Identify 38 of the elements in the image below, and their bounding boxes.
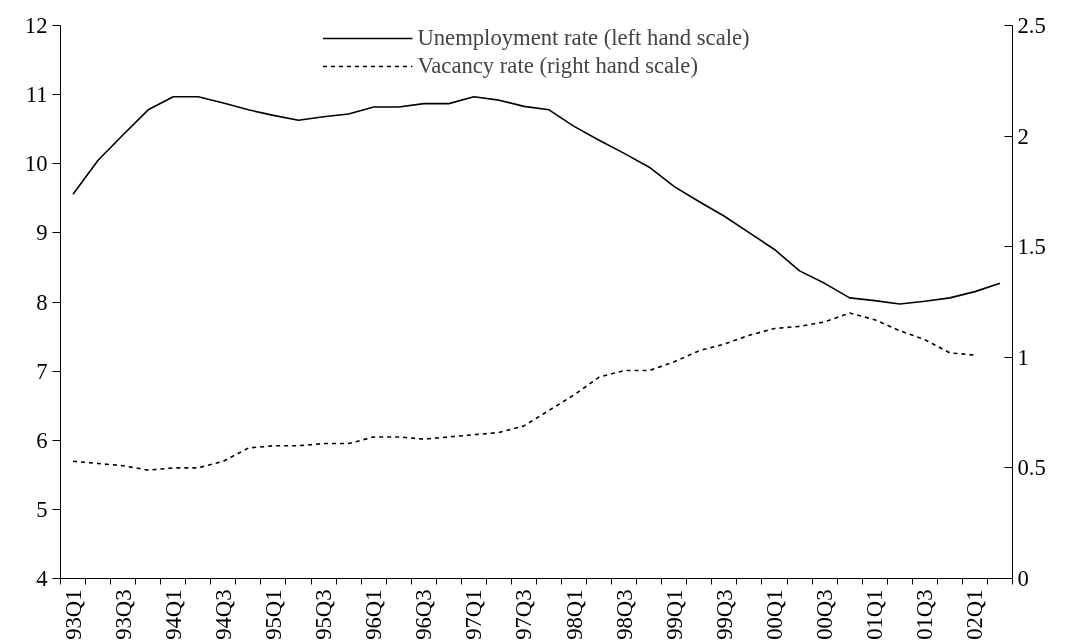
x-tick-label: 96Q1 (361, 589, 387, 640)
y-tick-label: 11 (25, 82, 48, 108)
y-tick-label: 10 (24, 151, 48, 177)
y2-tick-label: 2 (1017, 123, 1029, 149)
x-tick-label: 95Q3 (311, 589, 337, 640)
x-tick-label: 99Q3 (711, 589, 737, 640)
x-tick-label: 98Q3 (611, 589, 637, 640)
x-tick-label: 01Q3 (912, 589, 938, 640)
x-tick-label: 00Q1 (762, 589, 787, 640)
x-tick-label: 00Q3 (812, 589, 838, 640)
y-tick-label: 9 (36, 220, 48, 246)
y2-tick-label: 0.5 (1017, 455, 1046, 481)
x-tick-label: 97Q1 (461, 589, 487, 640)
legend-label: Unemployment rate (left hand scale) (417, 25, 750, 51)
x-tick-label: 95Q1 (260, 589, 286, 640)
x-tick-label: 01Q1 (862, 589, 888, 640)
x-tick-label: 02Q1 (962, 589, 988, 640)
y-tick-label: 6 (36, 427, 48, 453)
y-tick-label: 8 (36, 289, 48, 315)
x-tick-label: 93Q3 (110, 589, 136, 640)
y2-tick-label: 1 (1017, 344, 1029, 370)
x-tick-label: 97Q3 (511, 589, 537, 640)
x-tick-label: 99Q1 (661, 589, 687, 640)
x-tick-label: 93Q1 (60, 589, 86, 640)
x-tick-label: 98Q1 (561, 589, 587, 640)
x-tick-label: 94Q3 (210, 589, 236, 640)
y-tick-label: 7 (36, 358, 48, 384)
y2-tick-label: 1.5 (1017, 234, 1046, 260)
y-tick-label: 5 (36, 496, 48, 522)
line-series (72, 312, 976, 471)
line-series (72, 95, 1001, 305)
x-tick-label: 96Q3 (411, 589, 437, 640)
legend-label: Vacancy rate (right hand scale) (417, 53, 698, 79)
x-tick-label: 94Q1 (160, 589, 186, 640)
y2-tick-label: 0 (1017, 566, 1029, 591)
y2-tick-label: 2.5 (1017, 13, 1046, 38)
y-tick-label: 4 (36, 566, 48, 591)
y-tick-label: 12 (24, 13, 48, 38)
